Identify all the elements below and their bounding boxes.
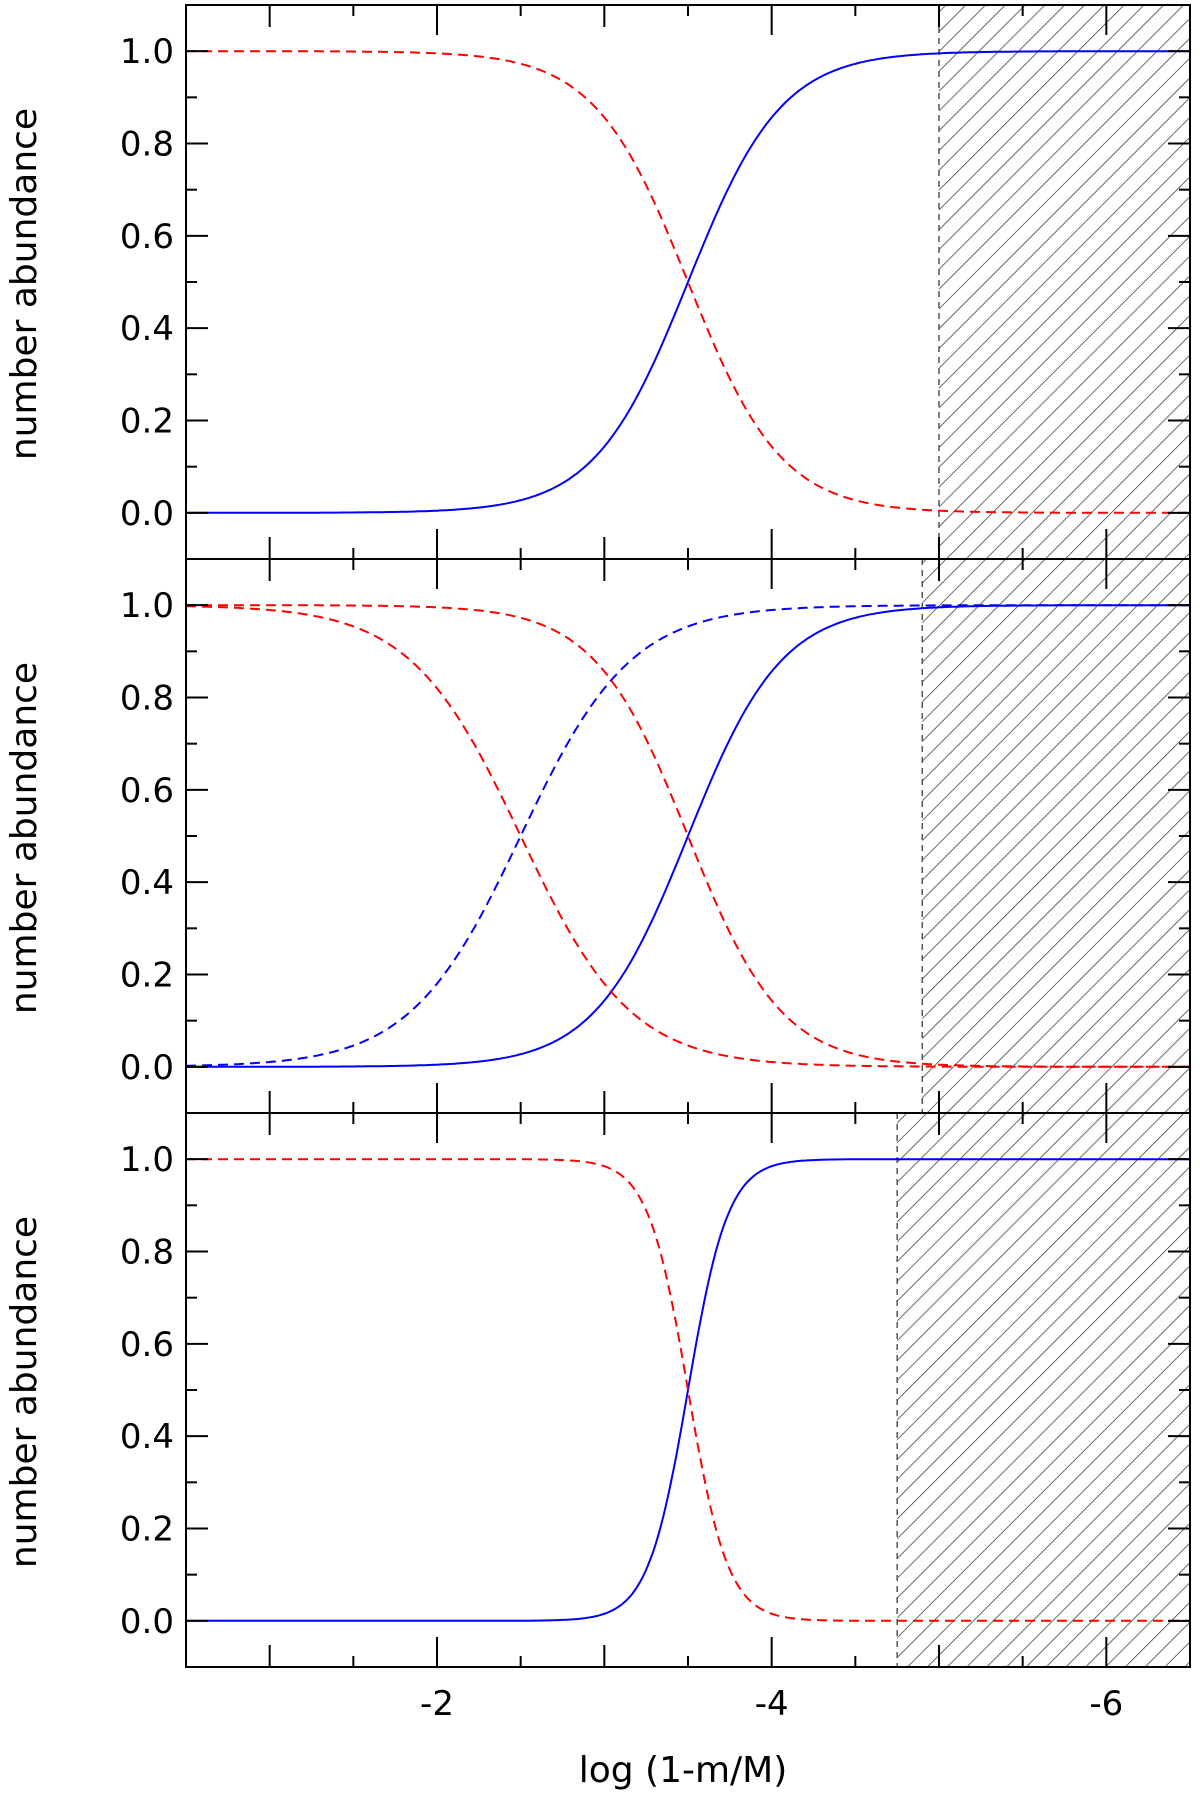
y-tick-label: 0.6: [120, 1325, 174, 1365]
y-axis-label-middle: number abundance: [4, 662, 45, 1014]
hatched-region: [922, 559, 1190, 1113]
y-tick-label: 0.4: [120, 1417, 174, 1457]
panel-bottom: number abundance log (1-m/M) 0.0 0.2 0.4 0.…: [4, 1112, 1191, 1791]
y-tick-label: 0.2: [120, 402, 174, 442]
y-tick-label: 0.0: [120, 1048, 174, 1088]
series-line-blue-solid-0: [186, 50, 1190, 514]
panel-middle: number abundance 0.0 0.2 0.4 0.6 0.8 1.0: [4, 558, 1191, 1114]
series-line-red-dashed-3: [185, 605, 1190, 1068]
x-tick-label: -6: [1089, 1684, 1123, 1724]
y-tick-label: 0.8: [120, 125, 174, 165]
y-axis-label-bottom: number abundance: [4, 1216, 45, 1568]
x-axis-label: log (1-m/M): [579, 1750, 788, 1791]
y-tick-label: 0.0: [120, 494, 174, 534]
y-tick-label: 0.6: [120, 771, 174, 811]
x-tick-label: -4: [755, 1684, 789, 1724]
y-tick-label: 0.0: [120, 1602, 174, 1642]
y-tick-label: 0.8: [120, 1233, 174, 1273]
hatched-region: [897, 1113, 1190, 1667]
y-tick-label: 0.4: [120, 863, 174, 903]
y-tick-label: 0.2: [120, 956, 174, 996]
y-tick-label: 1.0: [120, 586, 174, 626]
y-axis-label-top: number abundance: [4, 108, 45, 460]
series-line-red-dashed-1: [186, 50, 1190, 514]
y-tick-label: 1.0: [120, 1140, 174, 1180]
y-tick-label: 0.4: [120, 309, 174, 349]
y-tick-label: 0.8: [120, 679, 174, 719]
hatched-region: [939, 5, 1190, 559]
series-line-blue-dashed-1: [185, 604, 1190, 1067]
x-tick-label: -2: [420, 1684, 454, 1724]
panel-top: number abundance 0.0 0.2 0.4 0.6 0.8 1.0: [4, 4, 1191, 560]
y-tick-label: 0.2: [120, 1510, 174, 1550]
y-tick-label: 0.6: [120, 217, 174, 257]
series-line-red-dashed-1: [186, 1158, 1190, 1622]
y-tick-label: 1.0: [120, 32, 174, 72]
series-line-blue-solid-0: [186, 1158, 1190, 1622]
